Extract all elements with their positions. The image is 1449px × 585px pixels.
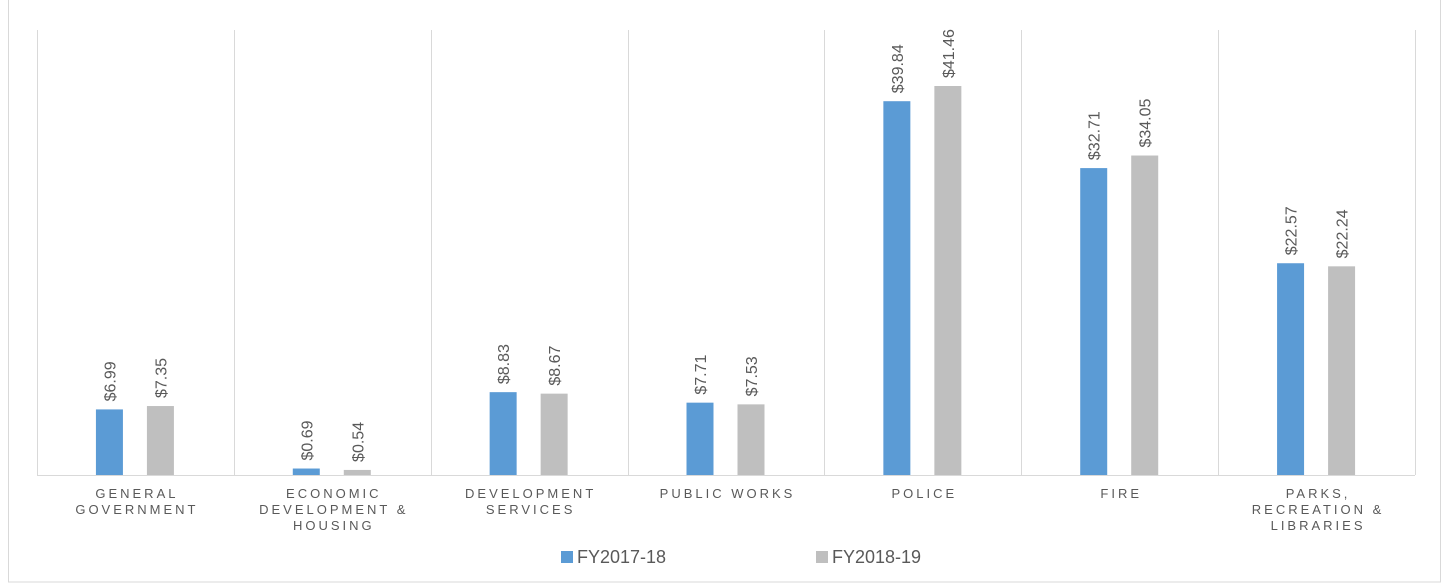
x-tick-label: PUBLIC WORKS <box>659 486 796 501</box>
bar <box>489 392 517 475</box>
value-label: $39.84 <box>890 44 907 93</box>
legend-label: FY2018-19 <box>832 547 921 567</box>
legend-swatch <box>816 551 828 563</box>
bar <box>343 469 371 475</box>
bar <box>1080 168 1108 475</box>
bar <box>686 402 714 475</box>
value-label: $7.53 <box>744 356 761 396</box>
bar <box>934 86 962 475</box>
bar <box>292 468 320 475</box>
bar <box>1131 155 1159 475</box>
bar <box>1277 263 1305 475</box>
value-label: $7.35 <box>153 358 170 398</box>
value-label: $34.05 <box>1138 98 1155 147</box>
value-label: $8.83 <box>496 344 513 384</box>
value-label: $8.67 <box>547 346 564 386</box>
legend-swatch <box>561 551 573 563</box>
bar <box>540 393 568 475</box>
legend-label: FY2017-18 <box>577 547 666 567</box>
bar <box>1328 266 1356 475</box>
value-label: $0.69 <box>299 420 316 460</box>
bar <box>737 404 765 475</box>
x-tick-label: DEVELOPMENT SERVICES <box>465 486 597 517</box>
x-tick-label: PARKS, RECREATION & LIBRARIES <box>1251 486 1385 533</box>
x-tick-label: ECONOMIC DEVELOPMENT & HOUSING <box>259 486 409 533</box>
value-label: $22.24 <box>1335 209 1352 258</box>
x-tick-label: FIRE <box>1100 486 1143 501</box>
bar <box>146 406 174 475</box>
x-tick-label: GENERAL GOVERNMENT <box>75 486 199 517</box>
value-label: $22.57 <box>1284 206 1301 255</box>
bar <box>95 409 123 475</box>
bar <box>883 101 911 475</box>
value-label: $0.54 <box>350 422 367 462</box>
value-label: $41.46 <box>941 29 958 78</box>
chart-frame <box>8 0 1441 583</box>
value-label: $7.71 <box>693 355 710 395</box>
value-label: $6.99 <box>102 361 119 401</box>
value-label: $32.71 <box>1087 111 1104 160</box>
x-tick-label: POLICE <box>891 486 958 501</box>
